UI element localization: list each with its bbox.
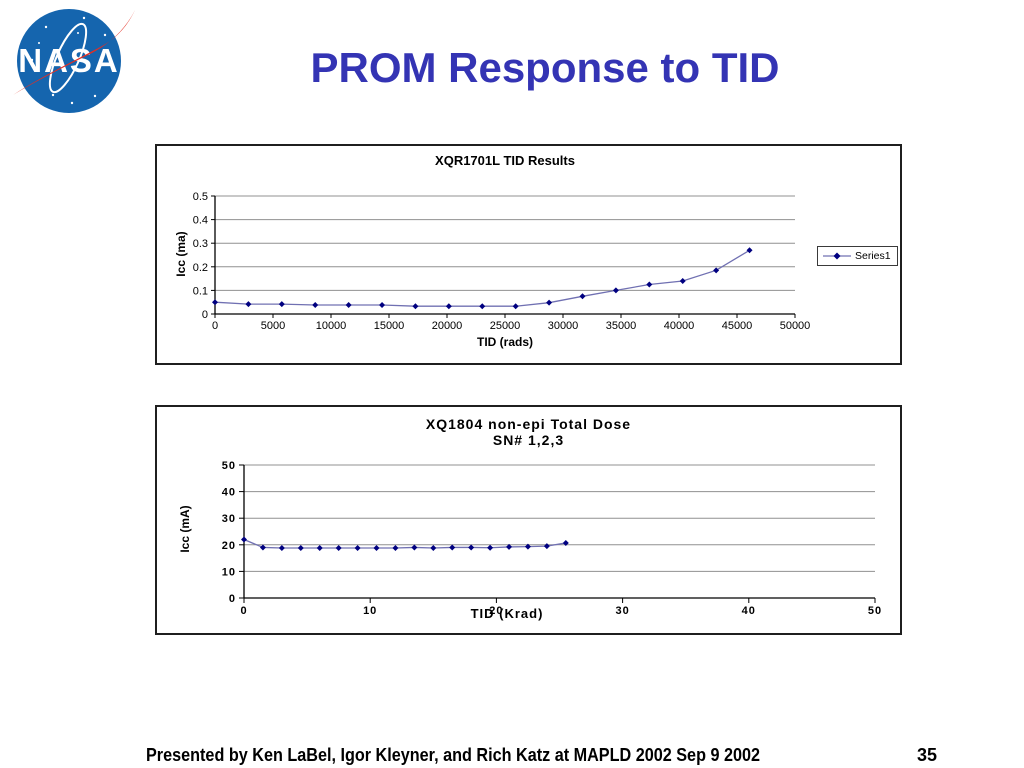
- chart1-frame: 0 0.1 0.2 0.3 0.4 0.5 0 5000 10000 15000 20000 2500…: [155, 144, 902, 365]
- svg-text:15000: 15000: [374, 320, 405, 332]
- svg-text:50: 50: [222, 460, 236, 472]
- svg-text:35000: 35000: [606, 320, 637, 332]
- legend-series-label: Series1: [855, 250, 891, 262]
- logo-orbit: [48, 22, 88, 94]
- page-title: PROM Response to TID: [310, 44, 780, 91]
- legend-series-marker-icon: [823, 252, 851, 260]
- svg-text:50000: 50000: [780, 320, 811, 332]
- svg-text:45000: 45000: [722, 320, 753, 332]
- svg-text:30: 30: [615, 605, 629, 617]
- svg-text:5000: 5000: [261, 320, 285, 332]
- svg-text:50: 50: [868, 605, 882, 617]
- logo-text: NASA: [18, 42, 120, 79]
- chart1-legend: Series1: [817, 246, 898, 266]
- chart2-subtitle: SN# 1,2,3: [492, 432, 565, 448]
- logo-stars: [30, 16, 114, 105]
- svg-text:30: 30: [222, 513, 236, 525]
- page-number: 35: [917, 745, 938, 765]
- chart1-title: XQR1701L TID Results: [435, 153, 575, 168]
- svg-text:40000: 40000: [664, 320, 695, 332]
- svg-text:20: 20: [222, 540, 236, 552]
- footer-credits: Presented by Ken LaBel, Igor Kleyner, an…: [146, 745, 761, 765]
- svg-text:10: 10: [363, 605, 377, 617]
- chart2-title: XQ1804 non-epi Total Dose: [425, 416, 632, 432]
- svg-text:0: 0: [202, 309, 208, 321]
- svg-text:0: 0: [212, 320, 218, 332]
- logo-circle: [17, 9, 121, 113]
- svg-text:0.5: 0.5: [193, 191, 208, 203]
- svg-text:10000: 10000: [316, 320, 347, 332]
- svg-text:0: 0: [240, 605, 247, 617]
- svg-text:20: 20: [489, 605, 503, 617]
- svg-text:40: 40: [742, 605, 756, 617]
- chart1-x-axis-label: TID (rads): [476, 335, 533, 349]
- chart2-y-axis-label: Icc (mA): [178, 505, 192, 553]
- nasa-logo-icon: NASA: [13, 9, 135, 113]
- svg-text:0.4: 0.4: [193, 215, 208, 227]
- svg-text:40: 40: [222, 487, 236, 499]
- svg-text:0.3: 0.3: [193, 238, 208, 250]
- chart2-x-axis-label: TID (Krad): [470, 606, 544, 621]
- svg-text:0.1: 0.1: [193, 285, 208, 297]
- chart2-frame: 0 10 20 30 40 50 0 10 20 30 40 50 XQ1804 non-epi To…: [155, 405, 902, 635]
- svg-text:10: 10: [222, 566, 236, 578]
- chart2-plot-area: 0 10 20 30 40 50 0 10 20 30 40 50: [222, 460, 882, 617]
- svg-text:0.2: 0.2: [193, 262, 208, 274]
- chart1-y-axis-label: Icc (ma): [174, 231, 188, 277]
- svg-text:25000: 25000: [490, 320, 521, 332]
- chart1-plot-area: 0 0.1 0.2 0.3 0.4 0.5 0 5000 10000 15000 20000 2500…: [193, 191, 811, 332]
- svg-text:20000: 20000: [432, 320, 463, 332]
- svg-text:30000: 30000: [548, 320, 579, 332]
- svg-text:0: 0: [229, 593, 236, 605]
